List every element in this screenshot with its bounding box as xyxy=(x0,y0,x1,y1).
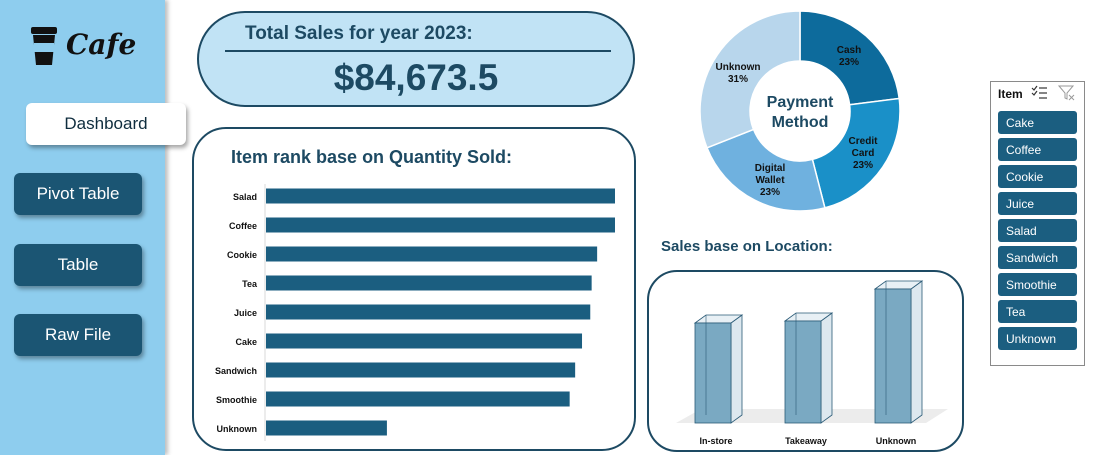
item-slicer: Item Cake Coffee Cookie Juice Salad Sandwich S… xyxy=(990,81,1085,366)
pie-label-digital-wallet-percent: 23% xyxy=(759,187,780,198)
pie-slice-digital-wallet xyxy=(706,128,826,212)
pie-label-digital-wallet-name: Digital Wallet xyxy=(754,163,786,186)
pie-label-unknown-name: Unknown xyxy=(715,62,761,73)
slicer-item-unknown[interactable]: Unknown xyxy=(998,327,1077,350)
app-logo: Cafe xyxy=(30,24,140,70)
slicer-title: Item xyxy=(998,87,1023,101)
rank-bar-smoothie xyxy=(266,391,570,407)
pie-label-unknown: Unknown 31% xyxy=(703,62,773,86)
rank-category-label: Unknown xyxy=(217,424,258,434)
location-chart-card: In-store Takeaway Unknown xyxy=(647,270,964,452)
rank-bar-juice xyxy=(266,304,591,320)
payment-method-title: Payment Method xyxy=(766,94,834,131)
location-category-label: In-store xyxy=(699,436,732,446)
total-sales-divider xyxy=(225,50,611,52)
slicer-item-juice[interactable]: Juice xyxy=(998,192,1077,215)
slicer-item-tea[interactable]: Tea xyxy=(998,300,1077,323)
pie-label-credit-card-name: Credit Card xyxy=(848,136,878,159)
item-rank-chart-card: Item rank base on Quantity Sold: Salad Co… xyxy=(192,127,636,451)
pie-label-credit-card: Credit Card 23% xyxy=(829,136,897,172)
rank-bar-sandwich xyxy=(266,362,576,378)
coffee-cup-icon xyxy=(31,27,57,65)
total-sales-card: Total Sales for year 2023: $84,673.5 xyxy=(197,11,635,107)
rank-bar-tea xyxy=(266,275,592,291)
dashboard-button[interactable]: Dashboard xyxy=(26,103,186,145)
location-column-unknown xyxy=(873,280,924,424)
location-chart: In-store Takeaway Unknown xyxy=(676,280,948,446)
location-column-takeaway xyxy=(783,312,834,424)
pie-label-cash: Cash 23% xyxy=(814,45,884,69)
location-chart-title: Sales base on Location: xyxy=(661,238,833,255)
clear-filter-icon[interactable] xyxy=(1058,85,1076,101)
rank-category-label: Smoothie xyxy=(216,395,257,405)
rank-bar-cookie xyxy=(266,246,598,262)
slicer-item-sandwich[interactable]: Sandwich xyxy=(998,246,1077,269)
pie-label-cash-percent: 23% xyxy=(838,57,859,68)
total-sales-title: Total Sales for year 2023: xyxy=(245,23,473,44)
location-category-label: Takeaway xyxy=(785,436,827,446)
payment-method-chart xyxy=(700,10,900,212)
pie-label-cash-name: Cash xyxy=(836,45,862,56)
rank-category-label: Salad xyxy=(233,192,257,202)
sidebar: Cafe Dashboard Pivot Table Table Raw Fil… xyxy=(0,0,186,455)
pie-slice-unknown xyxy=(700,10,801,149)
logo-text: Cafe xyxy=(66,28,137,61)
rank-category-label: Coffee xyxy=(229,221,257,231)
slicer-item-salad[interactable]: Salad xyxy=(998,219,1077,242)
table-button[interactable]: Table xyxy=(14,244,142,286)
rank-bar-salad xyxy=(266,188,615,204)
rank-category-label: Juice xyxy=(234,308,257,318)
location-column-in-store xyxy=(693,314,744,424)
slicer-item-coffee[interactable]: Coffee xyxy=(998,138,1077,161)
rank-category-label: Cake xyxy=(235,337,257,347)
pie-label-unknown-percent: 31% xyxy=(727,74,748,85)
raw-file-button[interactable]: Raw File xyxy=(14,314,142,356)
slicer-item-cake[interactable]: Cake xyxy=(998,111,1077,134)
pie-slice-cash xyxy=(799,10,900,106)
rank-bar-cake xyxy=(266,333,583,349)
rank-category-label: Cookie xyxy=(227,250,257,260)
location-category-label: Unknown xyxy=(876,436,917,446)
slicer-item-cookie[interactable]: Cookie xyxy=(998,165,1077,188)
total-sales-value: $84,673.5 xyxy=(333,57,499,98)
item-rank-chart-title: Item rank base on Quantity Sold: xyxy=(231,147,513,167)
rank-bar-unknown xyxy=(266,420,387,436)
pie-slice-credit-card xyxy=(811,97,900,209)
rank-category-label: Sandwich xyxy=(215,366,257,376)
pie-label-credit-card-percent: 23% xyxy=(852,160,873,171)
slicer-item-smoothie[interactable]: Smoothie xyxy=(998,273,1077,296)
pie-label-digital-wallet: Digital Wallet 23% xyxy=(735,163,805,199)
multi-select-icon[interactable] xyxy=(1031,85,1049,101)
rank-bar-coffee xyxy=(266,217,615,233)
rank-category-label: Tea xyxy=(242,279,258,289)
pivot-table-button[interactable]: Pivot Table xyxy=(14,173,142,215)
item-rank-chart: Salad Coffee Cookie Tea Juice Cake Sandwich Smo… xyxy=(215,184,615,441)
